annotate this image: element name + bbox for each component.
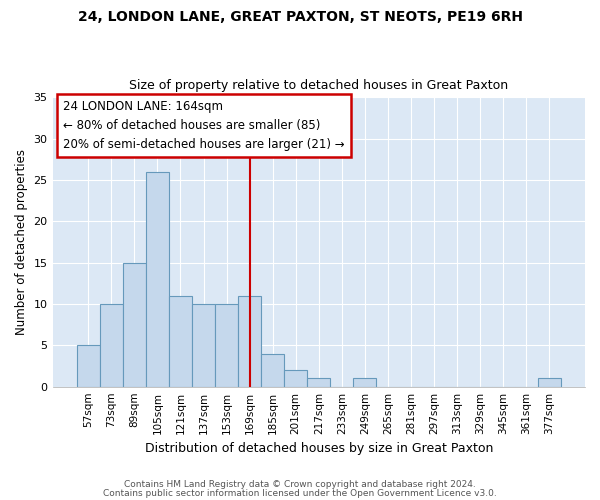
Bar xyxy=(215,304,238,386)
Bar xyxy=(123,262,146,386)
Text: Contains HM Land Registry data © Crown copyright and database right 2024.: Contains HM Land Registry data © Crown c… xyxy=(124,480,476,489)
Text: 24, LONDON LANE, GREAT PAXTON, ST NEOTS, PE19 6RH: 24, LONDON LANE, GREAT PAXTON, ST NEOTS,… xyxy=(77,10,523,24)
Bar xyxy=(307,378,330,386)
Bar xyxy=(77,346,100,387)
Text: Contains public sector information licensed under the Open Government Licence v3: Contains public sector information licen… xyxy=(103,490,497,498)
Y-axis label: Number of detached properties: Number of detached properties xyxy=(15,149,28,335)
Bar xyxy=(284,370,307,386)
Bar xyxy=(353,378,376,386)
Bar xyxy=(100,304,123,386)
Bar xyxy=(261,354,284,386)
Bar xyxy=(146,172,169,386)
Bar xyxy=(238,296,261,386)
Bar xyxy=(192,304,215,386)
Bar xyxy=(169,296,192,386)
X-axis label: Distribution of detached houses by size in Great Paxton: Distribution of detached houses by size … xyxy=(145,442,493,455)
Title: Size of property relative to detached houses in Great Paxton: Size of property relative to detached ho… xyxy=(129,79,508,92)
Text: 24 LONDON LANE: 164sqm
← 80% of detached houses are smaller (85)
20% of semi-det: 24 LONDON LANE: 164sqm ← 80% of detached… xyxy=(63,100,345,151)
Bar xyxy=(538,378,561,386)
